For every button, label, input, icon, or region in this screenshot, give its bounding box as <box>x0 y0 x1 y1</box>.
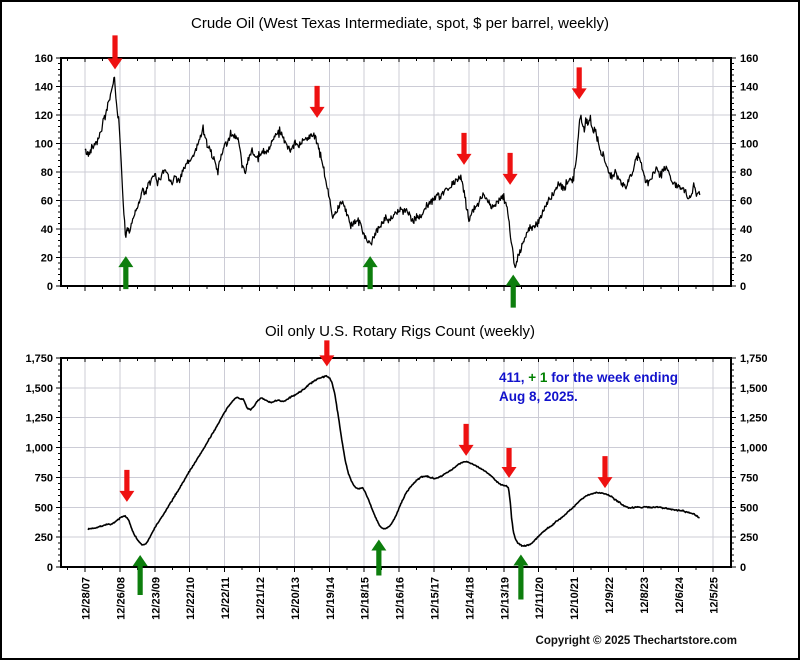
x-axis-label: 12/19/14 <box>325 576 337 620</box>
x-axis-label: 12/13/19 <box>499 577 511 620</box>
down-arrow-icon <box>456 132 472 165</box>
x-axis-label: 12/28/07 <box>81 577 93 620</box>
y-tick-label: 120 <box>740 110 758 122</box>
bottom-chart-y-axis-labels: 0 0 250 250 500 500 750 750 1,000 1,000 1,250 1,250… <box>25 353 767 574</box>
x-axis-label: 12/22/11 <box>220 577 232 619</box>
x-axis-label: 12/9/22 <box>604 577 616 614</box>
y-tick-label: 1,250 <box>25 413 53 425</box>
x-axis-label: 12/16/16 <box>395 577 407 620</box>
y-tick-label: 1,500 <box>25 383 53 395</box>
top-chart: 0 0 20 20 40 40 60 60 80 80 100 100 120 120 140 140 160 1… <box>35 35 759 308</box>
top-chart-y-axis-labels: 0 0 20 20 40 40 60 60 80 80 100 100 120 120 140 140 160 1… <box>35 53 759 293</box>
y-tick-label: 250 <box>35 532 53 544</box>
y-tick-label: 0 <box>47 281 53 293</box>
top-chart-title: Crude Oil (West Texas Intermediate, spot… <box>191 15 609 32</box>
bottom-chart: 0 0 250 250 500 500 750 750 1,000 1,000 1,250 1,250… <box>25 340 768 600</box>
y-tick-label: 0 <box>47 562 53 574</box>
x-axis-label: 12/11/20 <box>534 577 546 619</box>
down-arrow-icon <box>501 448 517 479</box>
x-axis-label: 12/20/13 <box>290 577 302 620</box>
x-axis-label: 12/23/09 <box>150 577 162 620</box>
x-axis-label: 12/5/25 <box>709 577 721 614</box>
down-arrow-icon <box>597 456 613 489</box>
y-tick-label: 500 <box>740 502 758 514</box>
y-tick-label: 60 <box>740 196 752 208</box>
x-axis-label: 12/18/15 <box>360 577 372 620</box>
y-tick-label: 250 <box>740 532 758 544</box>
y-tick-label: 750 <box>740 472 758 484</box>
down-arrow-icon <box>319 340 335 367</box>
up-arrow-icon <box>118 256 134 290</box>
rig-count-annotation: 411, + 1 for the week ending Aug 8, 2025… <box>499 368 739 406</box>
x-axis-label: 12/15/17 <box>430 577 442 620</box>
y-tick-label: 1,000 <box>25 443 53 455</box>
bottom-chart-title: Oil only U.S. Rotary Rigs Count (weekly) <box>264 323 536 340</box>
y-tick-label: 100 <box>740 139 758 151</box>
y-tick-label: 1,000 <box>740 443 768 455</box>
up-arrow-icon <box>371 539 387 576</box>
y-tick-label: 1,250 <box>740 413 768 425</box>
y-tick-label: 500 <box>35 502 53 514</box>
y-tick-label: 1,750 <box>740 353 768 365</box>
rig-count-weekly-change: + 1 <box>528 370 548 385</box>
y-tick-label: 140 <box>740 82 758 94</box>
up-arrow-icon <box>513 554 529 600</box>
x-axis-label: 12/10/21 <box>569 577 581 620</box>
y-tick-label: 40 <box>740 224 752 236</box>
x-axis-label: 12/14/18 <box>464 577 476 620</box>
up-arrow-icon <box>132 555 148 596</box>
top-chart-grid <box>61 58 731 286</box>
y-tick-label: 160 <box>35 53 53 65</box>
y-tick-label: 80 <box>740 167 752 179</box>
top-chart-ticks <box>56 57 736 291</box>
bottom-chart-ticks <box>56 357 736 572</box>
y-tick-label: 40 <box>41 224 53 236</box>
down-arrow-icon <box>458 423 474 456</box>
y-tick-label: 120 <box>35 110 53 122</box>
x-axis-label: 12/22/10 <box>185 577 197 620</box>
y-tick-label: 1,750 <box>25 353 53 365</box>
bottom-chart-grid <box>61 358 731 567</box>
y-tick-label: 750 <box>35 472 53 484</box>
x-axis-label: 12/26/08 <box>115 577 127 620</box>
y-tick-label: 100 <box>35 139 53 151</box>
y-tick-label: 160 <box>740 53 758 65</box>
up-arrow-icon <box>362 256 378 290</box>
y-tick-label: 60 <box>41 196 53 208</box>
y-tick-label: 80 <box>41 167 53 179</box>
down-arrow-icon <box>502 152 518 185</box>
x-axis-labels: 12/28/07 12/26/08 12/23/09 12/22/10 12/22/11… <box>81 576 721 620</box>
down-arrow-icon <box>309 85 325 118</box>
x-axis-label: 12/8/23 <box>639 577 651 614</box>
rigs-series-line <box>87 374 700 547</box>
copyright-notice: Copyright © 2025 Thechartstore.com <box>535 635 737 647</box>
y-tick-label: 0 <box>740 562 746 574</box>
bottom-chart-frame <box>60 357 732 568</box>
down-arrow-icon <box>119 469 135 502</box>
rig-count-value: 411, <box>499 370 525 385</box>
y-tick-label: 1,500 <box>740 383 768 395</box>
rig-count-annotation-date: Aug 8, 2025. <box>499 389 578 404</box>
up-arrow-icon <box>505 274 521 308</box>
rig-count-annotation-text: for the week ending <box>551 370 678 385</box>
y-tick-label: 20 <box>41 253 53 265</box>
y-tick-label: 140 <box>35 82 53 94</box>
down-arrow-icon <box>571 67 587 100</box>
x-axis-label: 12/21/12 <box>255 577 267 620</box>
y-tick-label: 20 <box>740 253 752 265</box>
wti-series-line <box>84 76 701 269</box>
y-tick-label: 0 <box>740 281 746 293</box>
down-arrow-icon <box>107 35 123 70</box>
bottom-chart-arrows <box>119 340 613 600</box>
top-chart-arrows <box>107 35 587 308</box>
x-axis-label: 12/6/24 <box>674 576 686 614</box>
